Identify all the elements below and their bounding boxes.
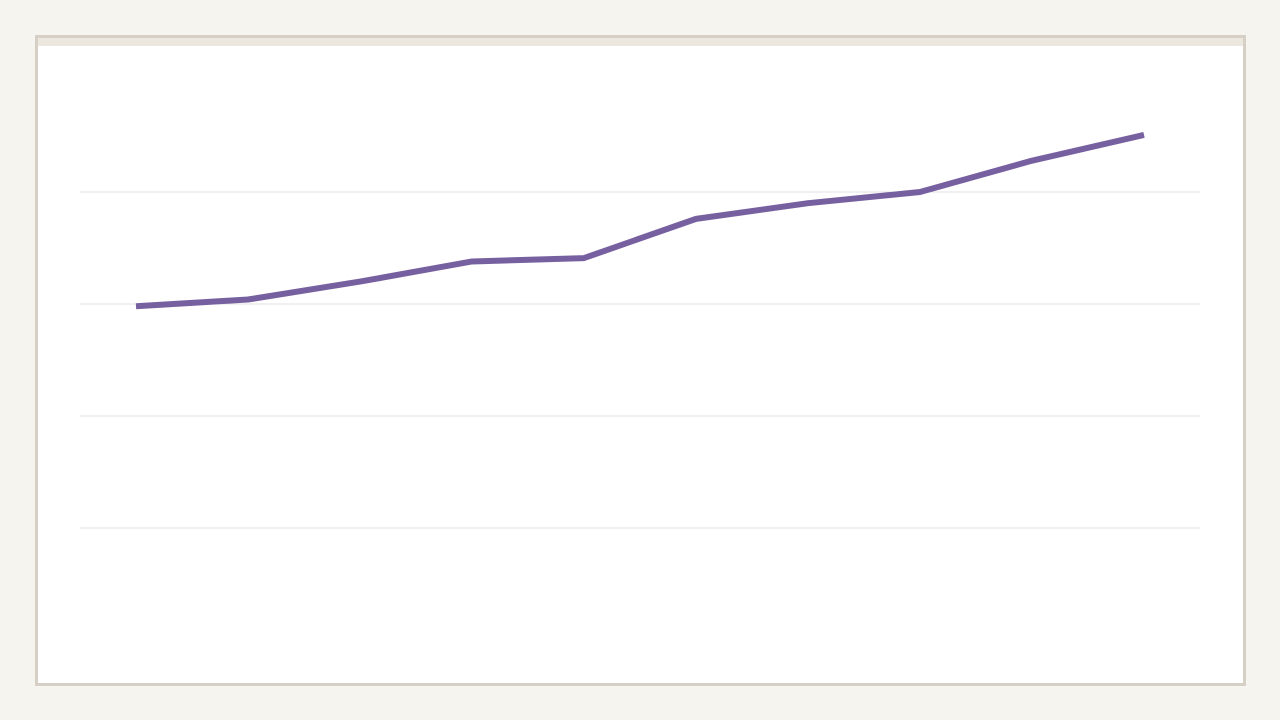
data-line: [135, 131, 1145, 310]
panel-header-strip: [38, 38, 1243, 46]
chart-panel: [35, 35, 1246, 686]
